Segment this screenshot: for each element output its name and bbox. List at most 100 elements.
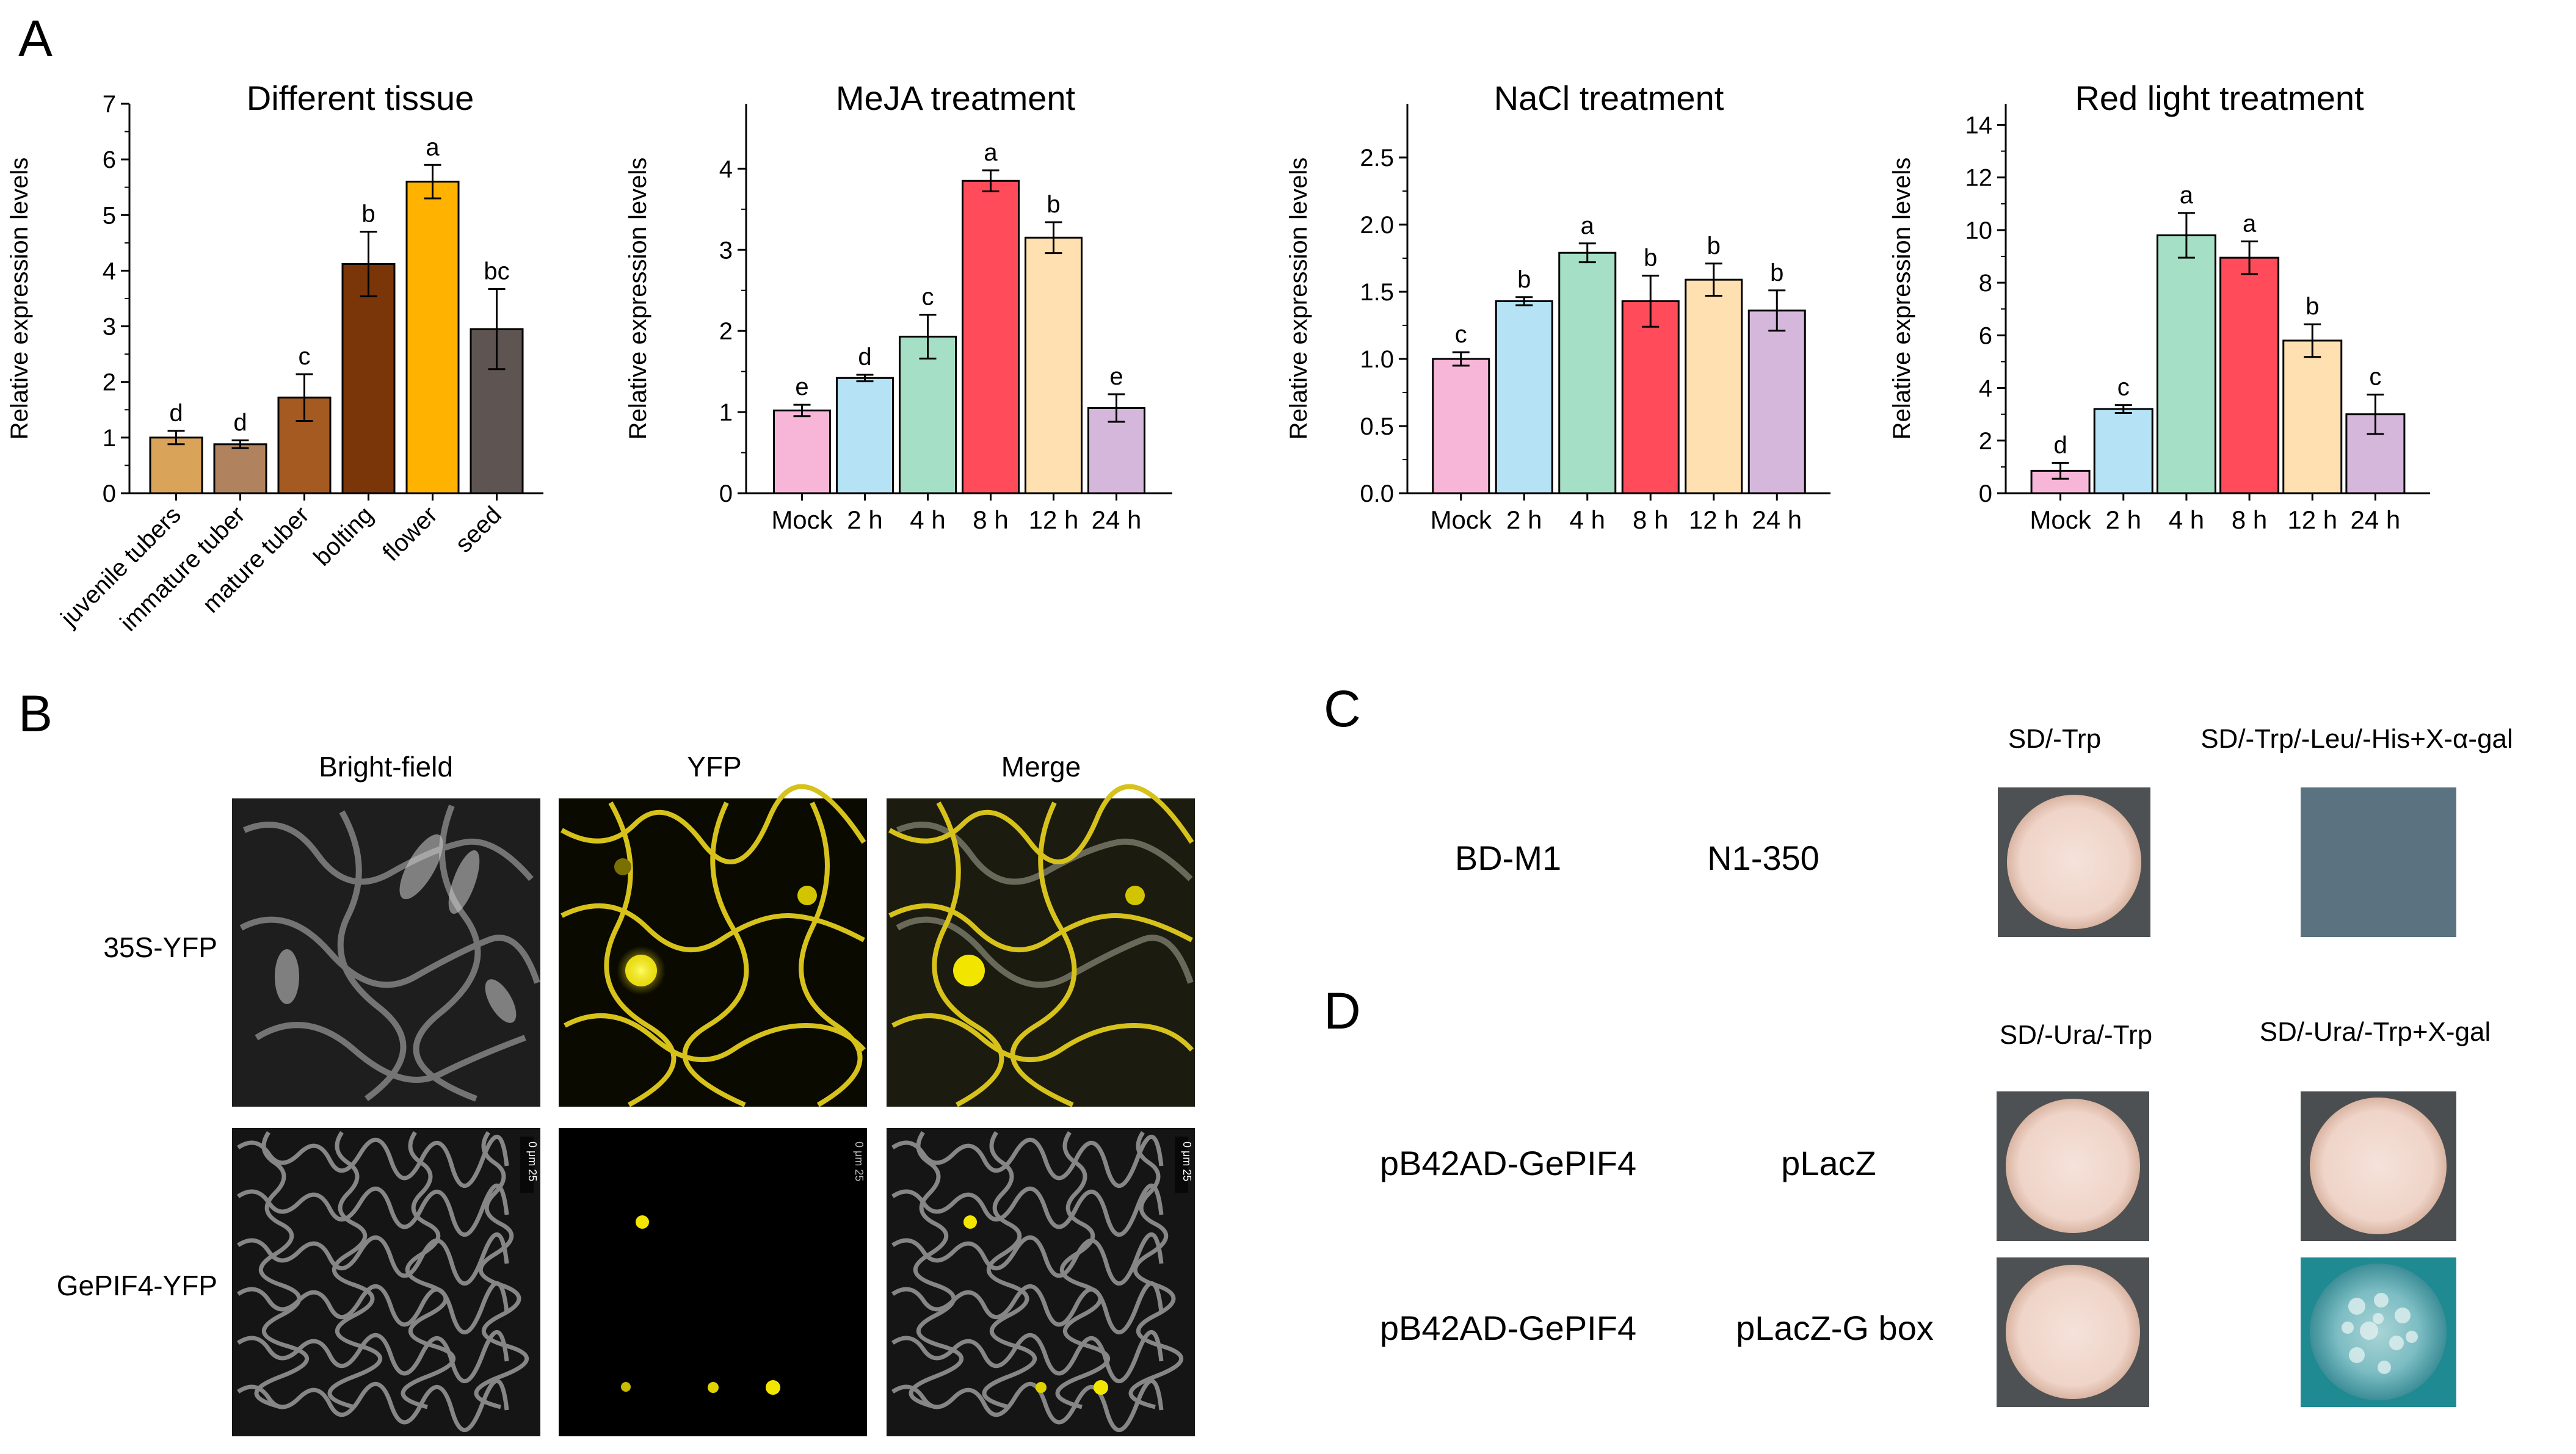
bar — [1685, 278, 1743, 494]
significance-letter: b — [361, 201, 375, 228]
panel-label-a: A — [18, 10, 53, 67]
bar — [836, 377, 894, 494]
significance-letter: d — [233, 409, 247, 436]
bar — [405, 181, 460, 494]
bar — [962, 179, 1020, 494]
y-tick-label: 3 — [103, 314, 116, 341]
bar — [2093, 408, 2153, 494]
bar — [1432, 358, 1490, 494]
x-tick-label: 8 h — [973, 505, 1008, 534]
x-tick-label: seed — [450, 501, 506, 557]
panel-label-c: C — [1324, 680, 1361, 737]
row-label-35s-yfp: 35S-YFP — [103, 931, 217, 963]
y-tick-label: 4 — [1979, 375, 1992, 402]
bar — [899, 335, 957, 494]
significance-letter: a — [2243, 210, 2257, 237]
significance-letter: c — [2369, 363, 2381, 390]
y-axis-label: Relative expression levels — [1285, 157, 1312, 439]
significance-letter: c — [299, 343, 311, 370]
image-35s-merge — [887, 784, 1195, 1107]
bar — [1747, 309, 1806, 494]
x-tick-label: 24 h — [1752, 505, 1802, 534]
y-tick-label: 1 — [103, 425, 116, 452]
x-tick-label: Mock — [2030, 505, 2091, 534]
chart-meja-treatment: MeJA treatment Relative expression levels… — [625, 79, 1172, 534]
significance-letter: a — [426, 134, 440, 161]
x-tick-label: 4 h — [1570, 505, 1605, 534]
col-header-merge: Merge — [1001, 751, 1081, 783]
x-tick-label: 24 h — [2351, 505, 2401, 534]
significance-letter: e — [1109, 363, 1123, 390]
y-tick-label: 14 — [1965, 112, 1993, 139]
significance-letter: b — [1707, 233, 1721, 259]
bar — [2156, 234, 2216, 494]
x-tick-label: 2 h — [2106, 505, 2141, 534]
image-gepif4-merge: 0 μm 25 — [887, 1128, 1195, 1436]
y-tick-label: 0.5 — [1360, 413, 1394, 440]
col-header-yfp: YFP — [687, 751, 741, 783]
x-tick-label: bolting — [308, 501, 378, 571]
significance-letter: c — [2117, 374, 2130, 401]
bar — [149, 436, 203, 494]
panel-c: SD/-Trp SD/-Trp/-Leu/-His+X-α-gal BD-M1 … — [1455, 724, 2513, 937]
panel-c-col-2-header: SD/-Trp/-Leu/-His+X-α-gal — [2200, 724, 2513, 754]
significance-letter: bc — [484, 258, 509, 285]
y-tick-label: 2.0 — [1360, 212, 1394, 239]
x-tick-label: Mock — [771, 505, 833, 534]
x-tick-label: flower — [377, 501, 443, 566]
image-35s-brightfield — [232, 798, 540, 1107]
colony-plaz-xgal — [2301, 1091, 2456, 1241]
bar — [1495, 300, 1553, 494]
significance-letter: d — [2053, 432, 2067, 458]
y-axis-label: Relative expression levels — [625, 157, 651, 439]
significance-letter: b — [1517, 266, 1531, 293]
panel-c-col-1-header: SD/-Trp — [2008, 724, 2101, 754]
y-tick-label: 5 — [103, 202, 116, 229]
x-tick-label: 24 h — [1092, 505, 1142, 534]
chart-title: NaCl treatment — [1494, 79, 1724, 117]
significance-letter: c — [1455, 321, 1467, 348]
y-tick-label: 4 — [103, 258, 116, 284]
panel-b: Bright-field YFP Merge 35S-YFP GePIF4-YF… — [57, 751, 1195, 1436]
x-tick-label: 12 h — [1689, 505, 1739, 534]
y-tick-label: 8 — [1979, 270, 1992, 297]
effector-row-1: pB42AD-GePIF4 — [1380, 1144, 1636, 1182]
significance-letter: a — [2180, 182, 2194, 209]
x-tick-label: 12 h — [1029, 505, 1079, 534]
bar — [2219, 256, 2280, 494]
chart-title: MeJA treatment — [836, 79, 1076, 117]
scale-bar-label: 0 μm 25 — [1181, 1141, 1193, 1181]
x-tick-label: 12 h — [2287, 505, 2337, 534]
y-tick-label: 10 — [1965, 217, 1993, 244]
image-35s-yfp — [559, 784, 867, 1107]
significance-letter: c — [922, 284, 934, 311]
colony-bd-m1-selective — [2301, 787, 2456, 937]
y-tick-label: 0 — [1979, 480, 1992, 507]
panel-d: SD/-Ura/-Trp SD/-Ura/-Trp+X-gal pB42AD-G… — [1380, 1017, 2491, 1407]
chart-red-light-treatment: Red light treatment Relative expression l… — [1888, 79, 2430, 534]
x-tick-label: 8 h — [2232, 505, 2267, 534]
x-tick-label: 2 h — [847, 505, 882, 534]
y-tick-label: 3 — [719, 237, 733, 264]
colony-plaz-gbox-sd-ura-trp — [1997, 1257, 2149, 1407]
x-tick-label: 2 h — [1506, 505, 1542, 534]
significance-letter: b — [1047, 191, 1060, 218]
construct-bd-m1: BD-M1 — [1455, 839, 1561, 877]
y-tick-label: 12 — [1965, 165, 1993, 192]
y-tick-label: 1.5 — [1360, 279, 1394, 306]
construct-n1-350: N1-350 — [1707, 839, 1820, 877]
image-gepif4-brightfield: 0 μm 25 — [232, 1128, 540, 1436]
panel-label-d: D — [1324, 982, 1361, 1040]
y-axis-label: Relative expression levels — [6, 157, 33, 439]
chart-title: Different tissue — [247, 79, 474, 117]
scale-bar-label: 0 μm 25 — [526, 1141, 539, 1181]
panel-d-col-2-header: SD/-Ura/-Trp+X-gal — [2260, 1017, 2491, 1047]
significance-letter: e — [795, 374, 808, 400]
scale-bar-label: 0 μm 25 — [853, 1141, 865, 1181]
colony-plaz-sd-ura-trp — [1997, 1091, 2149, 1241]
significance-letter: a — [1581, 212, 1595, 239]
significance-letter: d — [169, 400, 183, 427]
bar — [1558, 251, 1617, 494]
reporter-row-2: pLacZ-G box — [1736, 1309, 1934, 1347]
panel-label-b: B — [18, 685, 53, 742]
